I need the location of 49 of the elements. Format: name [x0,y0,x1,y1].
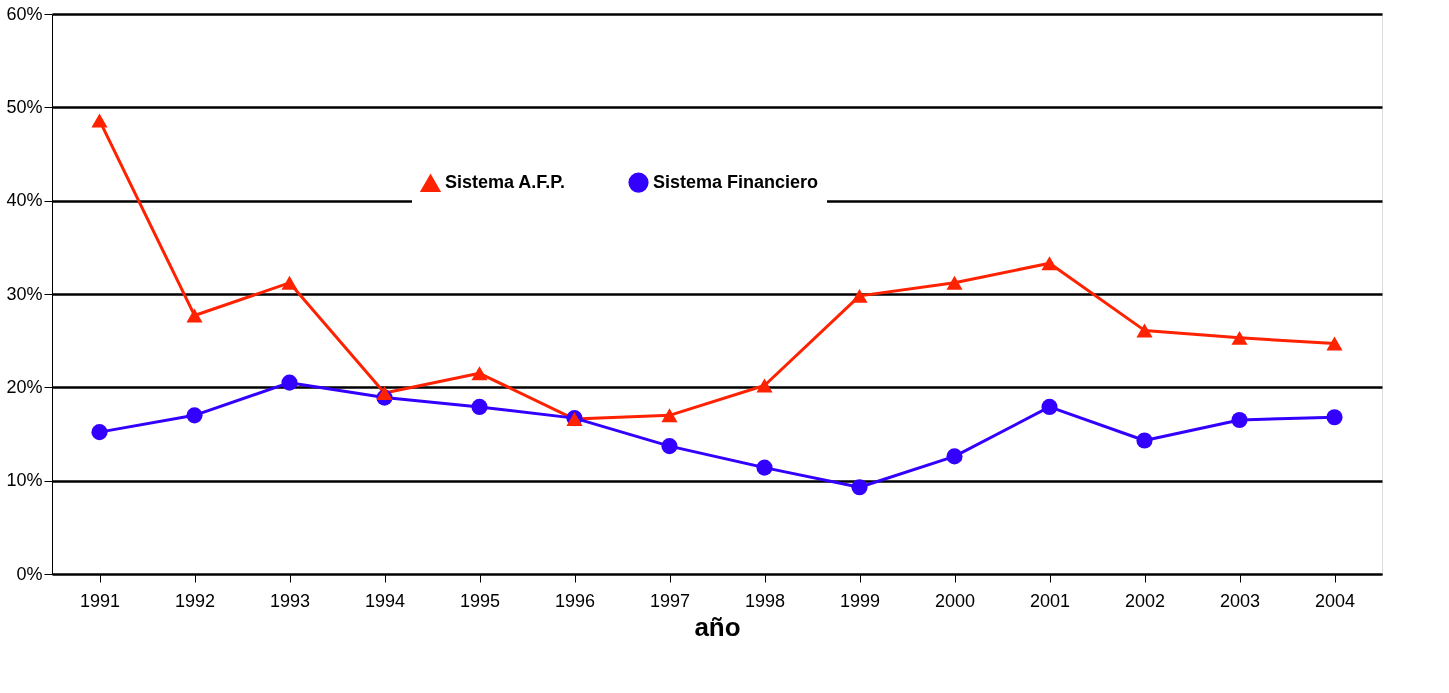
legend-label: Sistema A.F.P. [445,172,566,193]
point [1231,411,1248,429]
y-tick-label: 0% [16,563,43,584]
x-tick-label: 2003 [1219,590,1261,611]
point [186,407,203,424]
x-tick-label: 1995 [459,590,501,611]
x-tick-label: 2002 [1124,590,1166,611]
point [1326,409,1343,426]
point [756,459,773,476]
point [91,424,108,441]
point [91,113,108,128]
point [946,275,963,290]
x-tick-label: 1993 [269,590,311,611]
point [1041,256,1058,271]
point [661,438,678,455]
point [1231,330,1248,345]
point [471,366,488,381]
point [756,378,773,393]
legend-label: Sistema Financiero [653,171,819,192]
point [1136,323,1153,338]
point [661,408,678,423]
point [946,448,963,465]
point [1041,398,1058,415]
x-tick-label: 1992 [174,590,216,611]
x-tick-label: 2004 [1314,590,1356,611]
x-tick-label: 1991 [79,590,121,611]
point [281,275,298,290]
x-tick-label: 1998 [744,590,786,611]
x-tick-label: 1997 [649,590,691,611]
x-tick-label: 2001 [1029,590,1071,611]
x-tick-label: 1999 [839,590,881,611]
y-tick-label: 30% [6,283,43,304]
point [281,374,298,391]
y-tick-label: 60% [6,3,43,24]
point [186,308,203,323]
x-tick-label: 2000 [934,590,976,611]
x-axis-title: año [694,611,741,642]
point [851,479,868,496]
y-tick-label: 50% [6,96,43,117]
x-tick-label: 1996 [554,590,596,611]
point [376,385,393,400]
x-tick-label: 1994 [364,590,406,611]
point [471,398,488,415]
point [851,288,868,303]
point [1136,432,1153,449]
y-tick-label: 20% [6,376,43,397]
y-tick-label: 10% [6,470,43,491]
point [1326,336,1343,351]
y-tick-label: 40% [6,190,43,211]
